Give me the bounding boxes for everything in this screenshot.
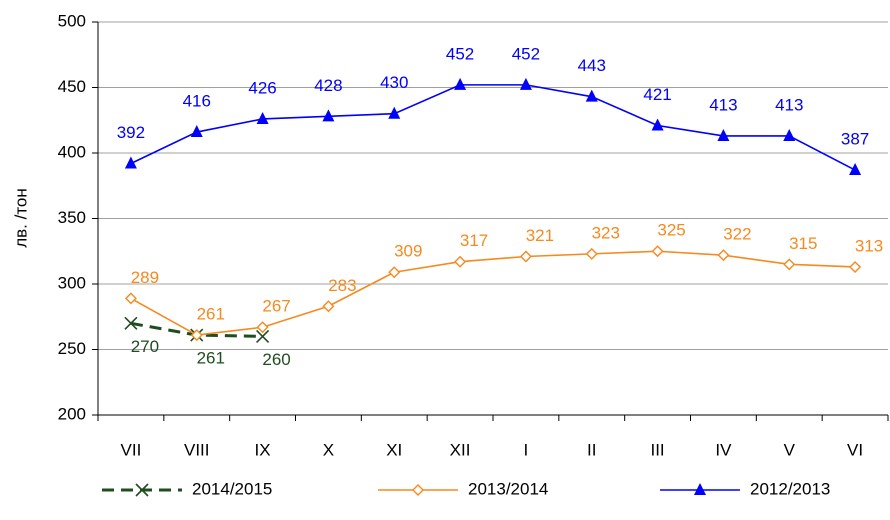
marker xyxy=(694,483,706,495)
series-line xyxy=(130,84,856,171)
data-label: 321 xyxy=(526,226,554,245)
x-tick-label: V xyxy=(784,440,796,459)
series-line xyxy=(130,250,856,336)
data-label: 428 xyxy=(314,76,342,95)
marker xyxy=(849,163,862,176)
marker xyxy=(135,483,149,497)
marker xyxy=(124,292,137,305)
x-tick-label: III xyxy=(650,440,664,459)
marker xyxy=(412,484,424,496)
marker xyxy=(585,247,598,260)
x-tick-label: II xyxy=(587,440,596,459)
y-tick-label: 450 xyxy=(58,77,86,96)
legend-label: 2014/2015 xyxy=(192,479,272,498)
marker xyxy=(783,258,796,271)
marker xyxy=(124,316,138,330)
y-tick-label: 500 xyxy=(58,11,86,30)
data-label: 430 xyxy=(380,73,408,92)
marker xyxy=(519,77,532,90)
x-tick-label: XII xyxy=(450,440,471,459)
marker xyxy=(388,106,401,119)
data-label: 387 xyxy=(841,130,869,149)
x-tick-label: I xyxy=(524,440,529,459)
data-label: 413 xyxy=(709,95,737,114)
marker xyxy=(717,128,730,141)
marker xyxy=(519,250,532,263)
data-label: 317 xyxy=(460,231,488,250)
data-label: 267 xyxy=(262,297,290,316)
data-label: 261 xyxy=(197,305,225,324)
x-tick-label: X xyxy=(323,440,334,459)
data-label: 261 xyxy=(197,349,225,368)
x-tick-label: XI xyxy=(386,440,402,459)
y-tick-label: 250 xyxy=(58,339,86,358)
x-tick-label: VII xyxy=(121,440,142,459)
y-tick-label: 200 xyxy=(58,404,86,423)
data-label: 443 xyxy=(578,56,606,75)
data-label: 315 xyxy=(789,234,817,253)
y-axis-label: лв. /тон xyxy=(11,188,30,248)
data-label: 452 xyxy=(512,44,540,63)
y-tick-label: 300 xyxy=(58,273,86,292)
data-label: 260 xyxy=(262,350,290,369)
data-label: 426 xyxy=(248,78,276,97)
marker xyxy=(717,249,730,262)
data-label: 289 xyxy=(131,268,159,287)
legend-label: 2012/2013 xyxy=(750,479,830,498)
marker xyxy=(585,89,598,102)
data-label: 283 xyxy=(328,276,356,295)
data-label: 421 xyxy=(643,85,671,104)
marker xyxy=(454,255,467,268)
x-tick-label: IV xyxy=(715,440,732,459)
x-tick-label: VIII xyxy=(184,440,210,459)
marker xyxy=(190,329,203,342)
data-label: 323 xyxy=(592,223,620,242)
y-tick-label: 350 xyxy=(58,208,86,227)
marker xyxy=(783,128,796,141)
marker xyxy=(256,321,269,334)
marker xyxy=(849,260,862,273)
marker xyxy=(322,109,335,122)
marker xyxy=(256,329,270,343)
data-label: 325 xyxy=(657,221,685,240)
marker xyxy=(651,118,664,131)
legend-label: 2013/2014 xyxy=(468,479,548,498)
data-label: 313 xyxy=(855,236,883,255)
marker xyxy=(651,245,664,258)
x-tick-label: IX xyxy=(255,440,271,459)
marker xyxy=(256,111,269,124)
marker xyxy=(454,77,467,90)
marker xyxy=(124,156,137,169)
data-label: 270 xyxy=(131,337,159,356)
data-label: 413 xyxy=(775,95,803,114)
marker xyxy=(388,266,401,279)
y-tick-label: 400 xyxy=(58,142,86,161)
marker xyxy=(190,125,203,138)
series: 289 261 267 283 309 317 321 323 325 322 315 313 xyxy=(124,221,883,342)
series: 392 416 426 428 430 452 452 443 421 413 413 387 xyxy=(117,44,869,176)
data-label: 322 xyxy=(723,225,751,244)
marker xyxy=(322,300,335,313)
data-label: 416 xyxy=(183,92,211,111)
data-label: 452 xyxy=(446,44,474,63)
data-label: 309 xyxy=(394,242,422,261)
x-tick-label: VI xyxy=(847,440,863,459)
data-label: 392 xyxy=(117,123,145,142)
